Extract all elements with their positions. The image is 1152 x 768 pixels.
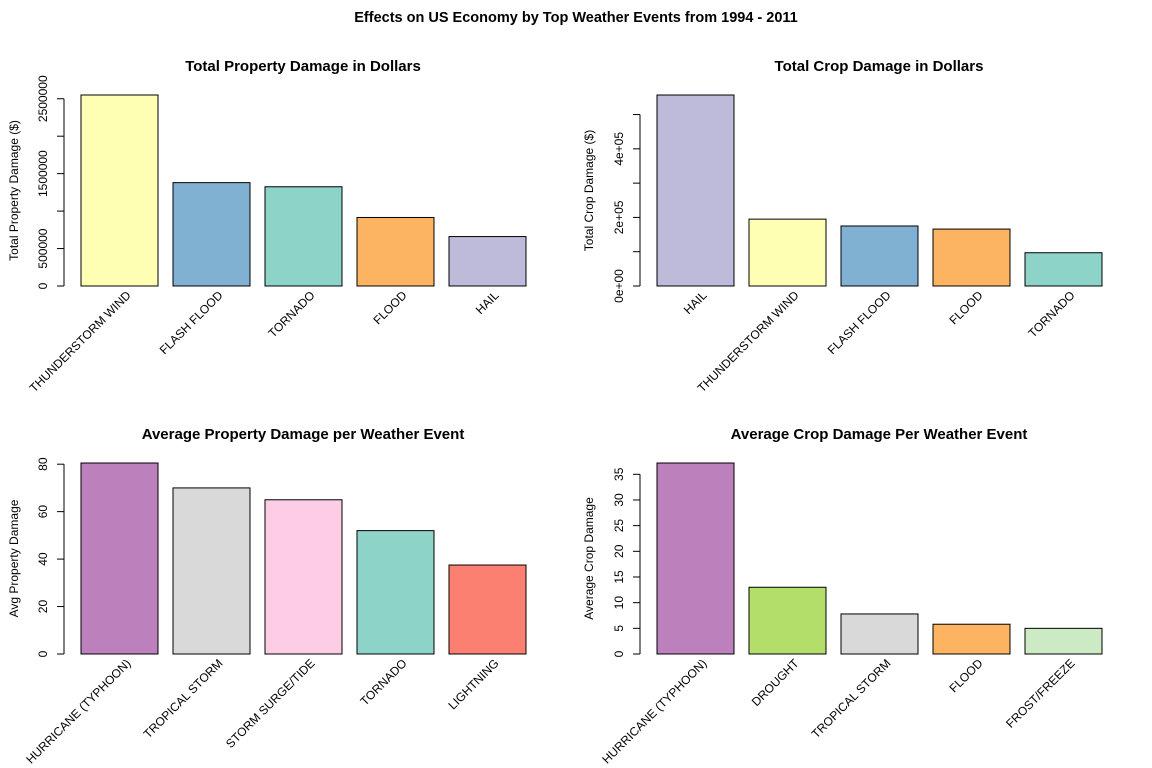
y-tick-label: 35 <box>612 467 626 481</box>
bar-tornado <box>356 530 435 655</box>
category-label: TROPICAL STORM <box>809 656 894 741</box>
y-axis-label: Avg Property Damage <box>7 499 21 617</box>
y-axis-label: Total Crop Damage ($) <box>582 130 596 251</box>
category-label: FLOOD <box>946 288 985 327</box>
bar-hurricane-typhoon <box>80 462 159 655</box>
category-label: FLOOD <box>946 656 985 695</box>
bar-flood <box>932 623 1011 655</box>
bar-hail <box>656 94 735 287</box>
bar-flood <box>932 228 1011 287</box>
category-label: FROST/FREEZE <box>1003 656 1077 730</box>
category-label: HAIL <box>681 288 710 317</box>
panel-title: Average Crop Damage Per Weather Event <box>731 426 1028 443</box>
y-tick-label: 2e+05 <box>612 200 626 234</box>
y-tick-label: 25 <box>612 519 626 533</box>
chart-panel-4: Average Crop Damage Per Weather Event Ave… <box>582 426 1103 767</box>
y-tick-label: 0 <box>36 650 50 657</box>
y-tick-label: 40 <box>36 552 50 566</box>
panel-title: Average Property Damage per Weather Even… <box>142 426 465 443</box>
y-tick-label: 500000 <box>36 228 50 268</box>
bar-flash-flood <box>840 225 919 287</box>
bar-tornado <box>264 186 343 287</box>
category-label: STORM SURGE/TIDE <box>223 656 318 751</box>
y-tick-label: 20 <box>36 600 50 614</box>
category-label: TORNADO <box>265 288 317 340</box>
figure-title: Effects on US Economy by Top Weather Eve… <box>354 10 797 26</box>
y-tick-label: 5 <box>612 625 626 632</box>
y-tick-label: 0 <box>612 650 626 657</box>
category-label: THUNDERSTORM WIND <box>27 288 134 395</box>
bar-hurricane-typhoon <box>656 462 735 655</box>
y-tick-label: 10 <box>612 596 626 610</box>
bar-lightning <box>448 564 527 655</box>
category-label: FLOOD <box>370 288 409 327</box>
bar-drought <box>748 586 827 655</box>
y-tick-label: 0 <box>36 282 50 289</box>
y-tick-label: 80 <box>36 457 50 471</box>
category-label: THUNDERSTORM WIND <box>695 288 802 395</box>
bar-flash-flood <box>172 182 251 287</box>
chart-panel-1: Total Property Damage in Dollars Total Pr… <box>7 58 527 395</box>
y-axis-label: Total Property Damage ($) <box>7 120 21 261</box>
bar-frost-freeze <box>1024 627 1103 655</box>
panel-title: Total Crop Damage in Dollars <box>775 58 984 75</box>
bar-tropical-storm <box>172 487 251 655</box>
category-label: HAIL <box>473 288 502 317</box>
chart-panel-3: Average Property Damage per Weather Even… <box>7 426 527 767</box>
category-label: FLASH FLOOD <box>825 288 894 357</box>
y-tick-label: 1500000 <box>36 150 50 197</box>
category-label: TORNADO <box>1025 288 1077 340</box>
category-label: LIGHTNING <box>446 656 502 712</box>
bar-tropical-storm <box>840 613 919 655</box>
bar-tornado <box>1024 252 1103 287</box>
y-tick-label: 2500000 <box>36 75 50 122</box>
category-label: TORNADO <box>357 656 409 708</box>
chart-panels: Total Property Damage in Dollars Total Pr… <box>7 58 1103 767</box>
y-tick-label: 30 <box>612 493 626 507</box>
y-tick-label: 15 <box>612 570 626 584</box>
category-label: HURRICANE (TYPHOON) <box>23 656 133 766</box>
y-tick-label: 20 <box>612 544 626 558</box>
bar-thunderstorm-wind <box>80 94 159 287</box>
panel-title: Total Property Damage in Dollars <box>185 58 421 75</box>
y-axis-label: Average Crop Damage <box>582 497 596 620</box>
bar-hail <box>448 236 527 287</box>
y-tick-label: 0e+00 <box>612 269 626 303</box>
y-tick-label: 60 <box>36 505 50 519</box>
category-label: TROPICAL STORM <box>141 656 226 741</box>
category-label: DROUGHT <box>749 656 802 709</box>
chart-panel-2: Total Crop Damage in Dollars Total Crop D… <box>582 58 1103 395</box>
bar-flood <box>356 216 435 287</box>
category-label: HURRICANE (TYPHOON) <box>599 656 709 766</box>
bar-thunderstorm-wind <box>748 218 827 287</box>
y-tick-label: 4e+05 <box>612 132 626 166</box>
bar-storm-surge-tide <box>264 499 343 655</box>
category-label: FLASH FLOOD <box>157 288 226 357</box>
